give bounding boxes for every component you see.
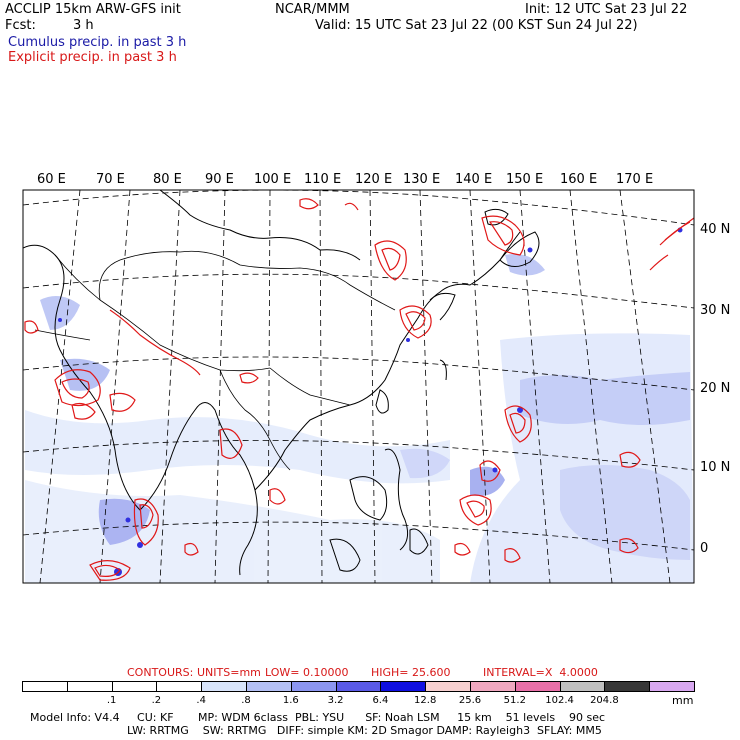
colorbar-segment [156, 681, 203, 692]
lon-label: 70 E [96, 172, 125, 187]
colorbar-segment [201, 681, 247, 692]
legend-cumulus: Cumulus precip. in past 3 h [8, 35, 187, 50]
colorbar-label: 204.8 [590, 695, 619, 706]
lat-label: 0 [700, 541, 709, 556]
lon-label: 140 E [455, 172, 493, 187]
colorbar-segment [604, 681, 651, 692]
contour-label: CONTOURS: [127, 666, 194, 679]
colorbar-label: 12.8 [414, 695, 437, 706]
lon-label: 110 E [304, 172, 342, 187]
init-time: Init: 12 UTC Sat 23 Jul 22 [525, 2, 688, 17]
colorbar-unit: mm [672, 694, 694, 707]
colorbar-segment [246, 681, 292, 692]
contour-interval: INTERVAL=X 4.0000 [483, 666, 598, 679]
colorbar-label: .8 [241, 695, 251, 706]
colorbar-label: 3.2 [327, 695, 344, 706]
colorbar-label: 102.4 [545, 695, 574, 706]
colorbar-label: .4 [196, 695, 206, 706]
lat-label: 30 N [700, 303, 731, 318]
colorbar-label: 1.6 [282, 695, 299, 706]
colorbar-segment [22, 681, 68, 692]
lon-label: 130 E [403, 172, 441, 187]
lon-label: 100 E [254, 172, 292, 187]
model-info: Model Info: V4.4 CU: KF MP: WDM 6class P… [30, 711, 606, 724]
colorbar-segment [470, 681, 516, 692]
lon-label: 120 E [355, 172, 393, 187]
lon-label: 170 E [616, 172, 654, 187]
borders [34, 250, 396, 471]
colorbar-segment [290, 681, 337, 692]
colorbar-segment [66, 681, 113, 692]
colorbar-label: .1 [106, 695, 117, 706]
model-physics: LW: RRTMG SW: RRTMG DIFF: simple KM: 2D … [127, 724, 602, 737]
lon-label: 160 E [560, 172, 598, 187]
contour-low: LOW= 0.10000 [265, 666, 349, 679]
cumulus-precip-field [25, 254, 694, 583]
lon-label: 80 E [153, 172, 182, 187]
colorbar-segment [380, 681, 427, 692]
coastlines [23, 190, 540, 576]
forecast-hour: 3 h [73, 18, 94, 33]
lon-label: 90 E [205, 172, 234, 187]
legend-explicit: Explicit precip. in past 3 h [8, 50, 177, 65]
lat-label: 10 N [700, 460, 731, 475]
forecast-label: Fcst: [5, 18, 36, 33]
colorbar-segment [425, 681, 471, 692]
valid-time: Valid: 15 UTC Sat 23 Jul 22 (00 KST Sun … [315, 18, 638, 33]
colorbar-label: 51.2 [503, 695, 526, 706]
source-label: NCAR/MMM [275, 2, 350, 17]
colorbar-segment [514, 681, 561, 692]
cumulus-precip-heavy [58, 227, 683, 576]
lat-lon-grid [23, 190, 694, 583]
explicit-precip-contours [24, 198, 694, 581]
colorbar-label: 6.4 [372, 695, 389, 706]
contour-units: UNITS=mm [197, 666, 261, 679]
colorbar-segment [335, 681, 382, 692]
colorbar-label: .2 [151, 695, 162, 706]
lon-label: 150 E [506, 172, 544, 187]
lat-label: 20 N [700, 381, 731, 396]
lat-label: 40 N [700, 222, 731, 237]
colorbar-segment [559, 681, 606, 692]
contour-high: HIGH= 25.600 [371, 666, 451, 679]
colorbar-segment [649, 681, 695, 692]
lon-label: 60 E [37, 172, 66, 187]
map-frame [22, 189, 695, 584]
title: ACCLIP 15km ARW-GFS init [5, 2, 181, 17]
colorbar-segment [111, 681, 158, 692]
colorbar-label: 25.6 [458, 695, 482, 706]
